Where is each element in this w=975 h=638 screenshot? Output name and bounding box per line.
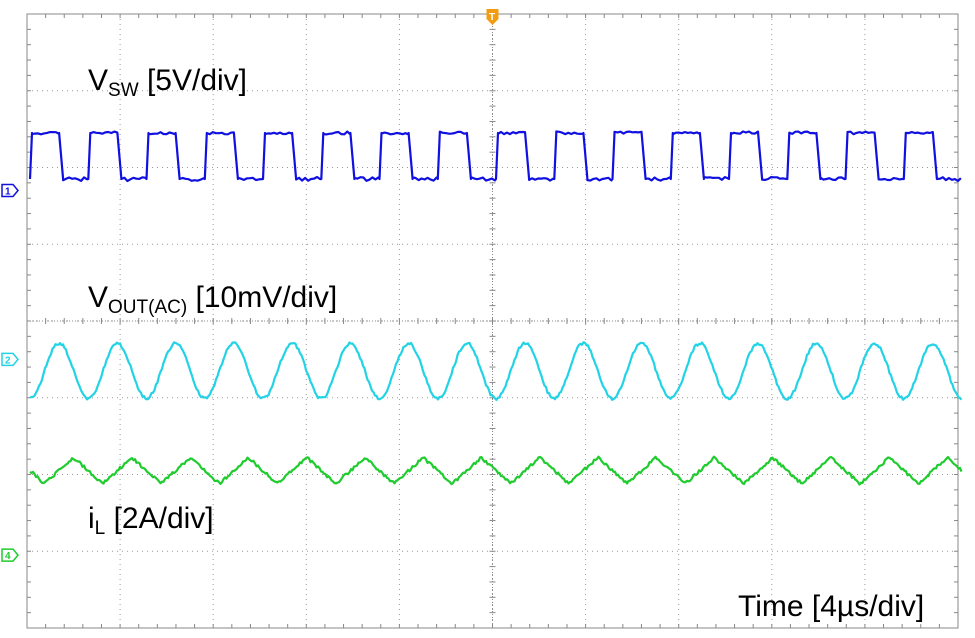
trace-4 (30, 457, 962, 485)
vout-label: VOUT(AC) [10mV/div] (88, 281, 337, 319)
channel-marker-label: 2 (5, 355, 11, 366)
trigger-marker-label: T (489, 12, 495, 23)
channel-2-marker: 2 (2, 353, 18, 366)
time-axis-label: Time [4µs/div] (738, 590, 924, 624)
il-label: iL [2A/div] (88, 502, 214, 540)
trace-1 (30, 132, 961, 182)
channel-marker-label: 1 (5, 187, 11, 198)
trigger-marker: T (487, 9, 499, 25)
channel-4-marker: 4 (2, 549, 18, 562)
channel-1-marker: 1 (2, 185, 18, 198)
channel-marker-label: 4 (5, 551, 11, 562)
vsw-label: VSW [5V/div] (88, 64, 247, 102)
trace-2 (30, 342, 962, 400)
